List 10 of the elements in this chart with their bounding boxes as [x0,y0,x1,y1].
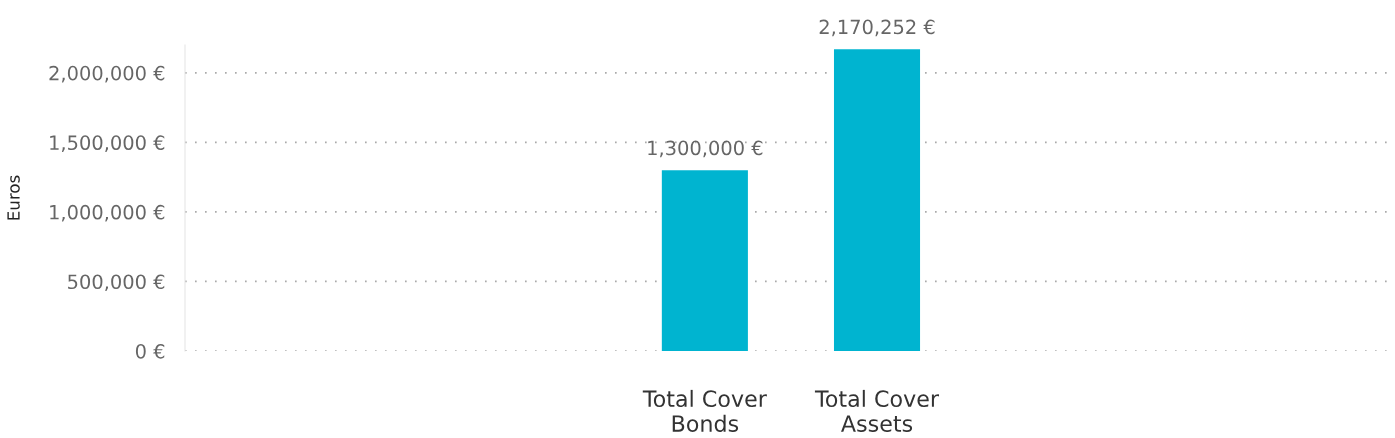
y-tick-label: 1,000,000 € [50,204,165,222]
y-tick-label: 2,000,000 € [49,65,165,83]
y-tick-label: 1,500,000 € [50,135,165,153]
data-label: 2,170,252 € [819,19,935,37]
data-label: 1,300,000 € [648,140,763,158]
x-tick-label: Total Cover Assets [814,389,940,432]
y-tick-label: 0 € [135,343,165,359]
x-tick-label: Total Cover Bonds [642,389,767,432]
y-tick-label: 500,000 € [68,274,165,292]
y-axis-title: Euros [7,175,20,220]
